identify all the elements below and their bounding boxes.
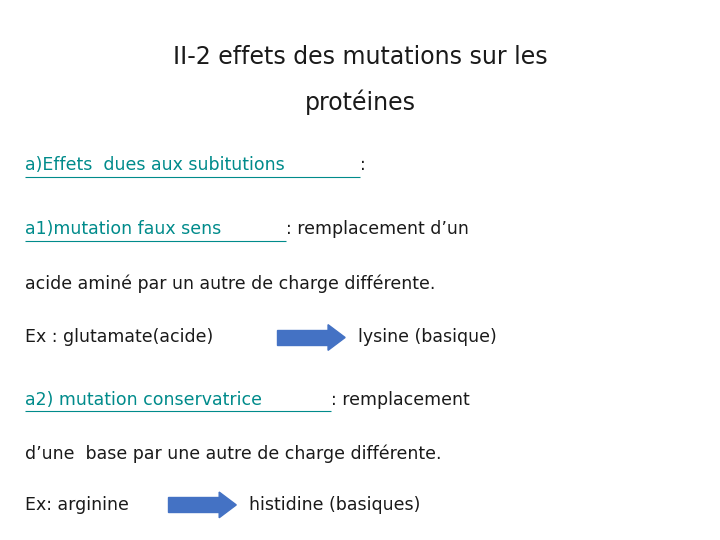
Text: Ex: arginine: Ex: arginine — [25, 496, 129, 514]
Text: lysine (basique): lysine (basique) — [358, 328, 497, 347]
Polygon shape — [328, 325, 345, 350]
Text: a)Effets  dues aux subitutions: a)Effets dues aux subitutions — [25, 156, 285, 174]
Text: Ex : glutamate(acide): Ex : glutamate(acide) — [25, 328, 213, 347]
Text: : remplacement d’un: : remplacement d’un — [286, 220, 469, 239]
Polygon shape — [219, 492, 236, 518]
Text: histidine (basiques): histidine (basiques) — [249, 496, 420, 514]
Text: : remplacement: : remplacement — [331, 390, 469, 409]
Text: protéines: protéines — [305, 90, 415, 116]
Polygon shape — [276, 330, 328, 345]
Text: :: : — [361, 156, 366, 174]
Text: acide aminé par un autre de charge différente.: acide aminé par un autre de charge diffé… — [25, 274, 436, 293]
Text: II-2 effets des mutations sur les: II-2 effets des mutations sur les — [173, 45, 547, 69]
Polygon shape — [168, 497, 219, 512]
Text: a1)mutation faux sens: a1)mutation faux sens — [25, 220, 227, 239]
Text: d’une  base par une autre de charge différente.: d’une base par une autre de charge diffé… — [25, 444, 441, 463]
Text: a2) mutation conservatrice: a2) mutation conservatrice — [25, 390, 262, 409]
